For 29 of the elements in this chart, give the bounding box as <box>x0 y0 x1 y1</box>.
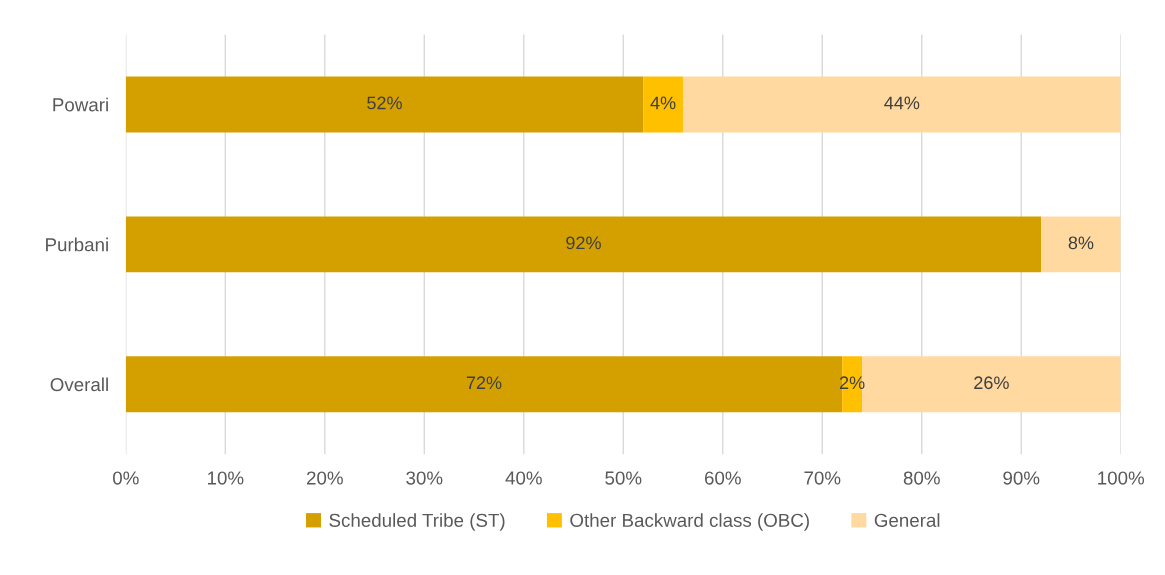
x-tick-label: 50% <box>605 471 642 485</box>
data-label: 26% <box>974 376 1009 390</box>
x-tick-label: 90% <box>1003 471 1040 485</box>
y-tick-label: Purbani <box>46 237 108 252</box>
legend-label: General <box>874 513 940 527</box>
bar <box>1041 216 1121 273</box>
data-label: 44% <box>884 96 920 110</box>
data-label: 52% <box>367 96 402 110</box>
y-tick-label: Powari <box>53 97 108 112</box>
bar <box>643 76 683 133</box>
x-tick-label: 30% <box>406 471 443 485</box>
x-tick-label: 70% <box>804 471 841 485</box>
data-label: 4% <box>650 96 676 110</box>
x-tick-label: 80% <box>903 471 940 485</box>
data-label: 8% <box>1068 236 1094 250</box>
data-label: 92% <box>566 236 601 250</box>
x-tick-label: 40% <box>505 471 542 485</box>
x-tick-label: 20% <box>306 471 343 485</box>
x-tick-label: 60% <box>704 471 741 485</box>
x-tick-label: 100% <box>1098 471 1145 485</box>
x-tick-label: 0% <box>113 471 139 485</box>
legend-label: Scheduled Tribe (ST) <box>329 513 505 531</box>
bar <box>125 216 1042 273</box>
bar <box>682 76 1121 133</box>
data-label: 72% <box>466 376 502 390</box>
x-tick-label: 10% <box>207 471 244 485</box>
y-tick-label: Overall <box>50 377 108 392</box>
bar <box>125 76 644 133</box>
legend-label: Other Backward class (OBC) <box>570 513 809 531</box>
